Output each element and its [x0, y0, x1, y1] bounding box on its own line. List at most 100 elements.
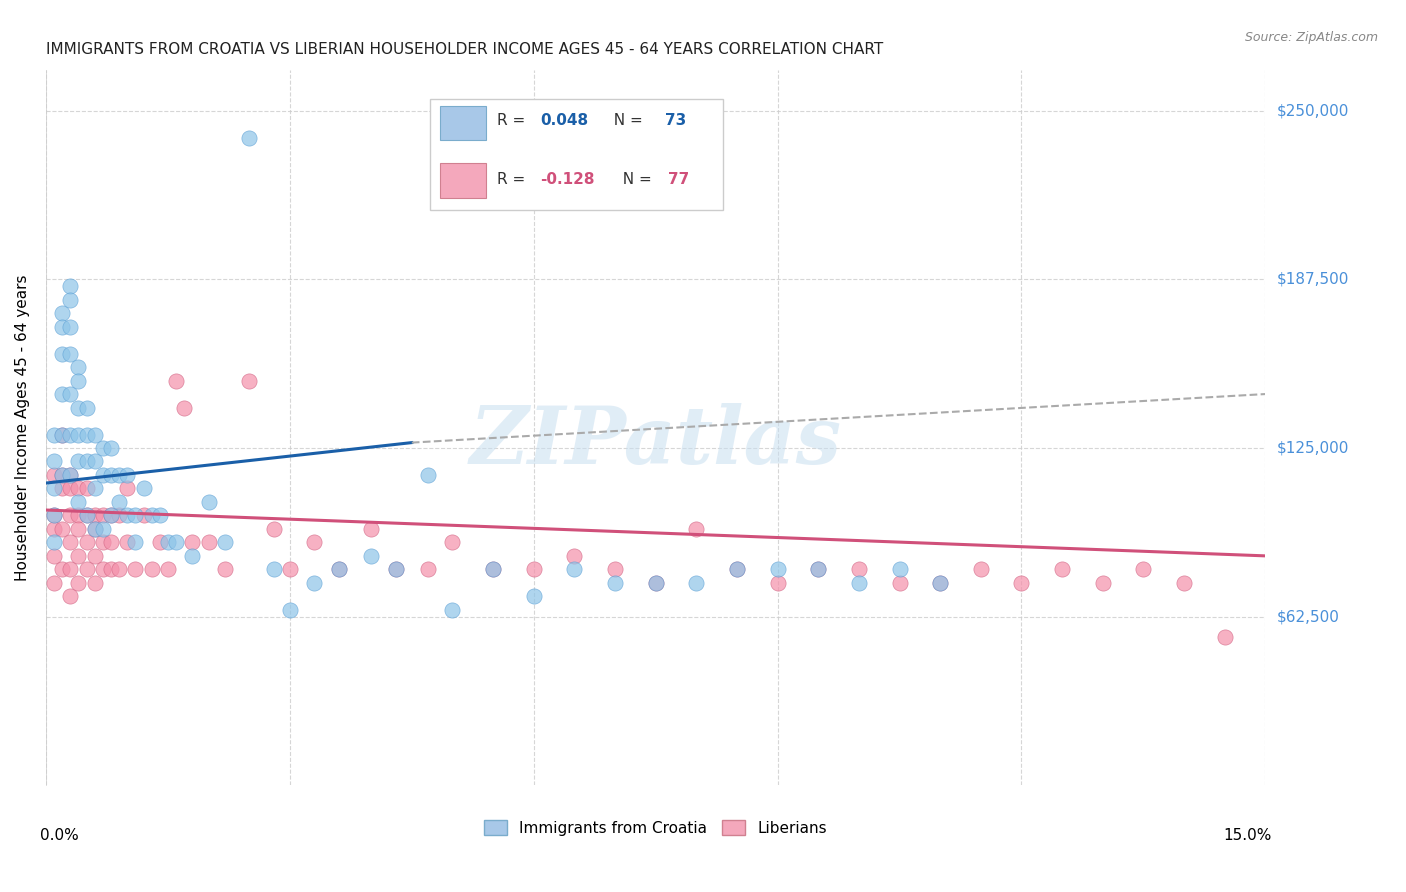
Point	[67, 401, 90, 415]
Point	[67, 374, 90, 388]
Point	[51, 467, 73, 482]
Point	[156, 535, 179, 549]
Point	[51, 319, 73, 334]
Point	[42, 575, 65, 590]
FancyBboxPatch shape	[430, 99, 723, 210]
Point	[76, 401, 98, 415]
Point	[173, 401, 195, 415]
Point	[482, 562, 505, 576]
Point	[91, 508, 114, 523]
Point	[91, 522, 114, 536]
Point	[42, 508, 65, 523]
Point	[83, 508, 105, 523]
Point	[124, 535, 146, 549]
Point	[51, 306, 73, 320]
Point	[59, 427, 82, 442]
Point	[197, 495, 219, 509]
Point	[42, 508, 65, 523]
Point	[384, 562, 406, 576]
Point	[156, 562, 179, 576]
Point	[59, 319, 82, 334]
Point	[67, 482, 90, 496]
Point	[149, 535, 172, 549]
Point	[100, 467, 122, 482]
Point	[1132, 562, 1154, 576]
Point	[67, 427, 90, 442]
Point	[83, 454, 105, 468]
Point	[1213, 630, 1236, 644]
Point	[91, 441, 114, 455]
Legend: Immigrants from Croatia, Liberians: Immigrants from Croatia, Liberians	[478, 814, 834, 842]
Point	[59, 387, 82, 401]
Point	[482, 562, 505, 576]
Point	[889, 562, 911, 576]
Point	[42, 467, 65, 482]
Point	[1011, 575, 1033, 590]
Point	[117, 482, 139, 496]
Point	[76, 535, 98, 549]
Text: $62,500: $62,500	[1277, 609, 1340, 624]
Point	[108, 467, 131, 482]
Point	[214, 562, 236, 576]
Text: ZIPatlas: ZIPatlas	[470, 403, 842, 481]
Text: 0.048: 0.048	[540, 113, 588, 128]
Point	[51, 522, 73, 536]
Text: 77: 77	[668, 171, 689, 186]
Point	[603, 575, 626, 590]
Point	[67, 495, 90, 509]
Point	[384, 562, 406, 576]
Point	[441, 535, 464, 549]
Point	[165, 374, 187, 388]
Point	[328, 562, 350, 576]
Point	[117, 508, 139, 523]
Point	[76, 562, 98, 576]
Point	[83, 575, 105, 590]
Point	[238, 374, 260, 388]
Point	[725, 562, 748, 576]
Bar	[440, 106, 486, 140]
Point	[1173, 575, 1195, 590]
Text: $187,500: $187,500	[1277, 272, 1348, 287]
Point	[564, 562, 586, 576]
Point	[685, 575, 707, 590]
Point	[360, 549, 382, 563]
Point	[100, 508, 122, 523]
Text: R =: R =	[498, 171, 530, 186]
Point	[59, 346, 82, 360]
Point	[807, 562, 830, 576]
Point	[59, 279, 82, 293]
Text: R =: R =	[498, 113, 530, 128]
Point	[766, 575, 789, 590]
Point	[416, 562, 439, 576]
Point	[59, 590, 82, 604]
Point	[848, 575, 870, 590]
Point	[132, 508, 155, 523]
Point	[42, 535, 65, 549]
Point	[76, 454, 98, 468]
Point	[42, 549, 65, 563]
Point	[725, 562, 748, 576]
Point	[149, 508, 172, 523]
Point	[644, 575, 666, 590]
Point	[124, 508, 146, 523]
Point	[302, 575, 325, 590]
Text: IMMIGRANTS FROM CROATIA VS LIBERIAN HOUSEHOLDER INCOME AGES 45 - 64 YEARS CORREL: IMMIGRANTS FROM CROATIA VS LIBERIAN HOUS…	[46, 42, 883, 57]
Text: 15.0%: 15.0%	[1223, 828, 1271, 843]
Point	[360, 522, 382, 536]
Point	[1050, 562, 1073, 576]
Y-axis label: Householder Income Ages 45 - 64 years: Householder Income Ages 45 - 64 years	[15, 275, 30, 581]
Point	[59, 562, 82, 576]
Point	[441, 603, 464, 617]
Point	[59, 482, 82, 496]
Point	[970, 562, 993, 576]
Point	[197, 535, 219, 549]
Point	[214, 535, 236, 549]
Point	[83, 549, 105, 563]
Point	[83, 427, 105, 442]
Point	[51, 482, 73, 496]
Point	[51, 562, 73, 576]
Point	[603, 562, 626, 576]
Point	[51, 346, 73, 360]
Point	[59, 535, 82, 549]
Point	[76, 508, 98, 523]
